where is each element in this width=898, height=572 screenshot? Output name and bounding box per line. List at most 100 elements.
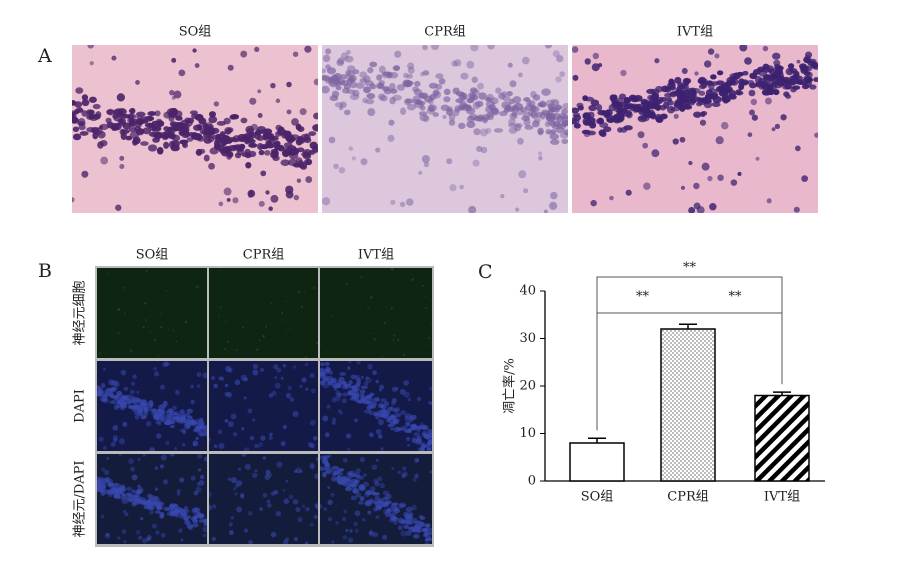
nucleus	[347, 76, 356, 83]
nucleus	[195, 148, 203, 156]
nucleus	[498, 92, 506, 100]
nucleus	[735, 89, 742, 96]
nucleus	[365, 98, 375, 105]
cell	[422, 284, 425, 287]
cell	[347, 537, 354, 543]
cell	[392, 339, 395, 342]
cell	[241, 427, 245, 431]
cell	[173, 90, 182, 99]
cell	[106, 272, 109, 275]
nucleus	[72, 112, 76, 117]
nucleus	[440, 104, 450, 111]
cell	[212, 504, 217, 509]
cell	[315, 456, 318, 462]
cell	[286, 81, 292, 88]
nucleus	[151, 408, 158, 414]
nucleus	[405, 506, 413, 513]
cell	[423, 161, 430, 168]
nucleus	[612, 114, 620, 122]
cell	[252, 418, 256, 422]
cell	[113, 381, 120, 388]
cell	[717, 174, 724, 182]
cell	[538, 151, 543, 156]
nucleus	[422, 527, 429, 532]
nucleus	[674, 76, 682, 84]
cell	[755, 156, 760, 161]
nucleus	[525, 104, 535, 112]
nucleus	[376, 500, 384, 505]
nucleus	[561, 114, 568, 120]
cell	[282, 488, 286, 492]
cell	[715, 136, 724, 145]
cell	[232, 487, 236, 491]
cell	[232, 432, 238, 437]
cell	[118, 438, 125, 445]
cell	[190, 475, 196, 481]
cell	[254, 443, 259, 449]
nucleus	[362, 86, 371, 94]
nucleus	[208, 111, 217, 118]
cell	[122, 510, 127, 514]
nucleus	[102, 394, 108, 399]
cell	[218, 269, 221, 272]
cell	[313, 514, 318, 520]
cell	[304, 541, 309, 544]
nucleus	[72, 100, 77, 106]
nucleus	[382, 490, 390, 496]
cell	[480, 128, 488, 137]
cell	[281, 311, 284, 315]
cell	[780, 114, 787, 121]
nucleus	[232, 135, 242, 143]
cell	[198, 479, 205, 486]
cell	[235, 349, 238, 352]
nucleus	[128, 118, 136, 126]
cell	[509, 80, 517, 88]
nucleus	[501, 101, 511, 109]
cell	[762, 45, 769, 52]
nucleus	[176, 507, 184, 513]
nucleus	[412, 95, 421, 103]
nucleus	[590, 99, 600, 107]
cell	[178, 69, 186, 77]
nucleus	[448, 113, 456, 121]
nucleus	[325, 469, 333, 475]
cell	[694, 71, 699, 76]
cell	[412, 477, 417, 482]
cell	[416, 396, 422, 402]
cell	[696, 206, 705, 213]
nucleus	[296, 135, 304, 143]
nucleus	[336, 59, 345, 67]
nucleus	[169, 424, 176, 429]
nucleus	[390, 503, 397, 509]
cell	[123, 540, 127, 544]
nucleus	[805, 51, 813, 59]
cell	[234, 379, 241, 386]
cell	[643, 182, 651, 190]
cell	[248, 539, 253, 544]
nucleus	[332, 471, 337, 477]
cell	[225, 365, 232, 372]
nucleus	[280, 159, 290, 167]
nucleus	[100, 139, 108, 147]
nucleus	[350, 478, 358, 485]
cell	[211, 536, 216, 542]
cell	[209, 491, 212, 497]
nucleus	[97, 390, 103, 396]
cell	[369, 432, 374, 438]
cell	[572, 74, 579, 81]
cell	[485, 127, 492, 134]
cell	[134, 414, 140, 420]
nucleus	[192, 523, 199, 528]
nucleus	[388, 423, 396, 428]
nucleus	[426, 447, 432, 451]
cell	[309, 372, 315, 379]
cell	[361, 518, 366, 522]
nucleus	[312, 144, 318, 152]
cell	[137, 458, 141, 462]
y-tick-label: 20	[519, 379, 536, 394]
cell	[270, 82, 276, 89]
cell	[98, 436, 104, 442]
cell	[192, 48, 197, 53]
cell	[751, 114, 758, 121]
bar	[569, 442, 625, 482]
